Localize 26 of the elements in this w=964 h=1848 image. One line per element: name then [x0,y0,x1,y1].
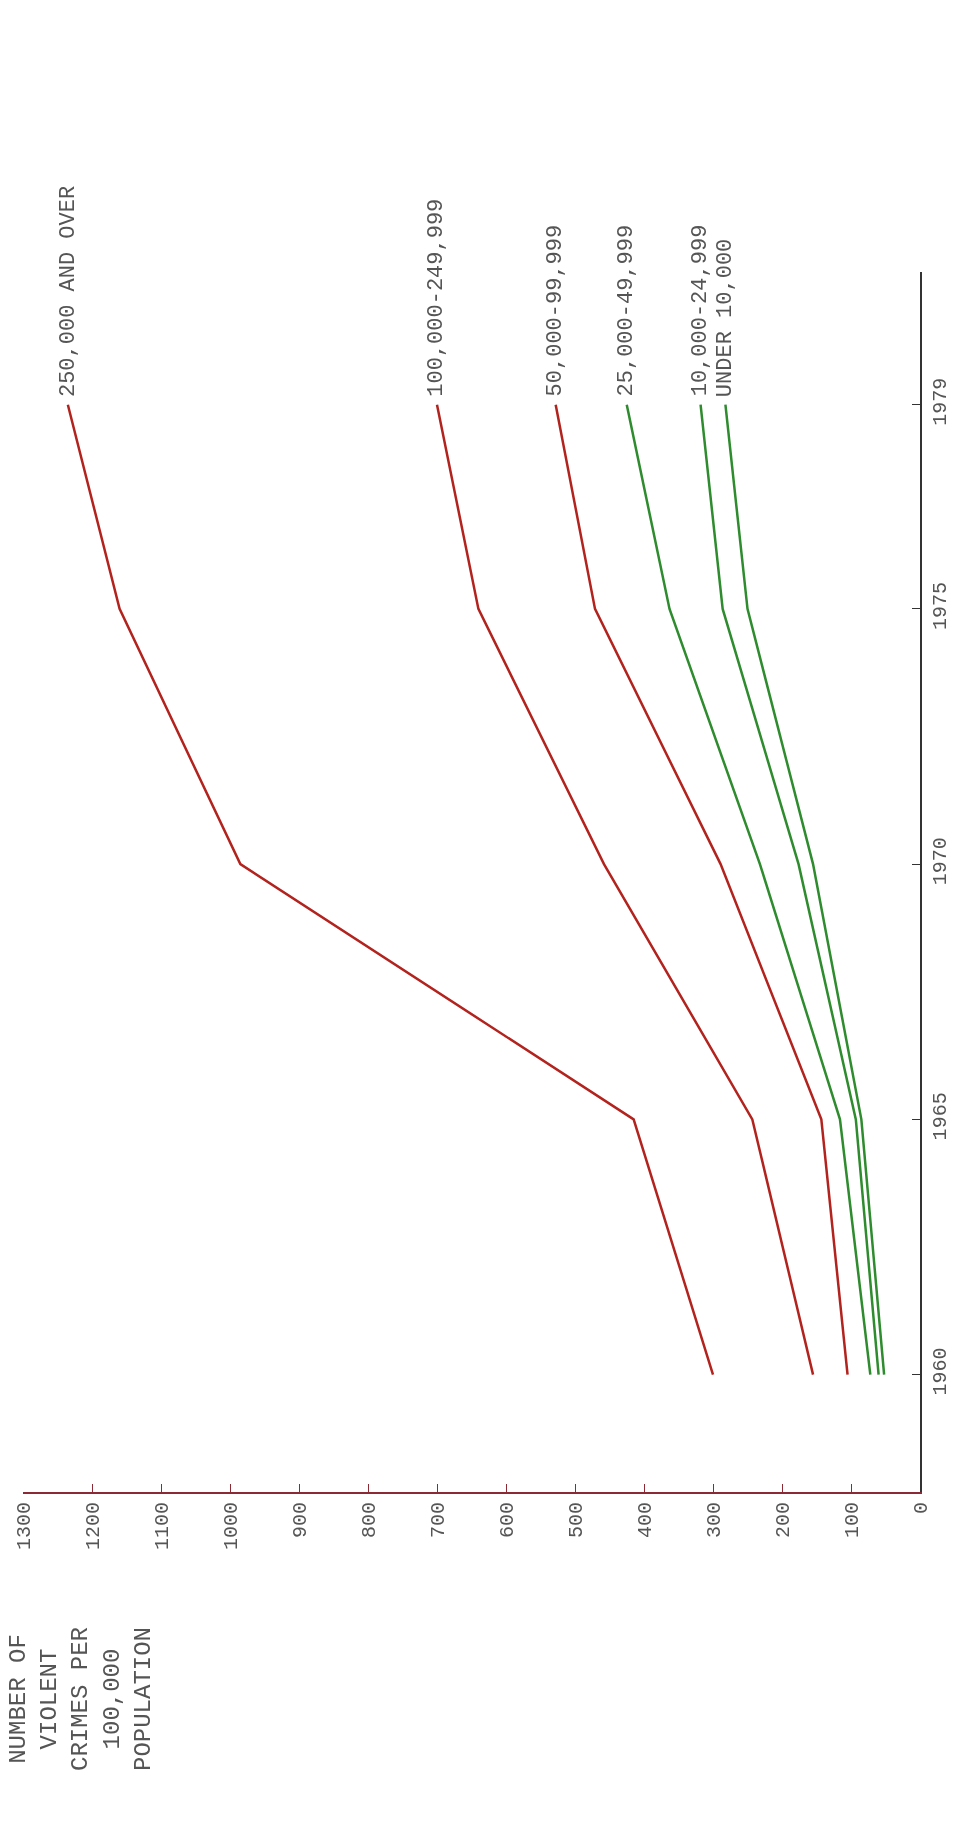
x-tick-label: 200 [771,1502,795,1539]
text: UNDER 10,000 [712,238,738,398]
x-tick-label: 500 [564,1502,588,1539]
x-tick-label: 900 [288,1502,312,1539]
x-tick-label: 600 [495,1502,519,1539]
text: 100,000-249,999 [424,198,450,397]
y-tick-label: 1960 [928,1347,952,1396]
x-tick-label: 400 [633,1502,657,1539]
text: 25,000-49,999 [614,224,640,397]
y-tick-label: 1970 [928,837,952,886]
x-tick-label: 1300 [12,1502,36,1551]
text: 10,000-24,999 [687,224,713,397]
y-tick-label: 1965 [928,1092,952,1141]
x-tick-label: 1100 [150,1502,174,1551]
text: 50,000-99,999 [542,224,568,397]
x-tick-label: 1200 [81,1502,105,1551]
x-tick-label: 1000 [219,1502,243,1551]
text: 250,000 AND OVER [55,185,81,398]
x-tick-label: 0 [909,1502,933,1515]
x-tick-label: 700 [426,1502,450,1539]
x-tick-label: 100 [840,1502,864,1539]
x-tick-label: 300 [702,1502,726,1539]
y-tick-label: 1979 [928,377,952,426]
x-tick-label: 800 [357,1502,381,1539]
y-axis-title: NUMBER OF VIOLENT CRIMES PER 100,000 POPULATION [5,1626,157,1771]
y-tick-label: 1975 [928,581,952,630]
